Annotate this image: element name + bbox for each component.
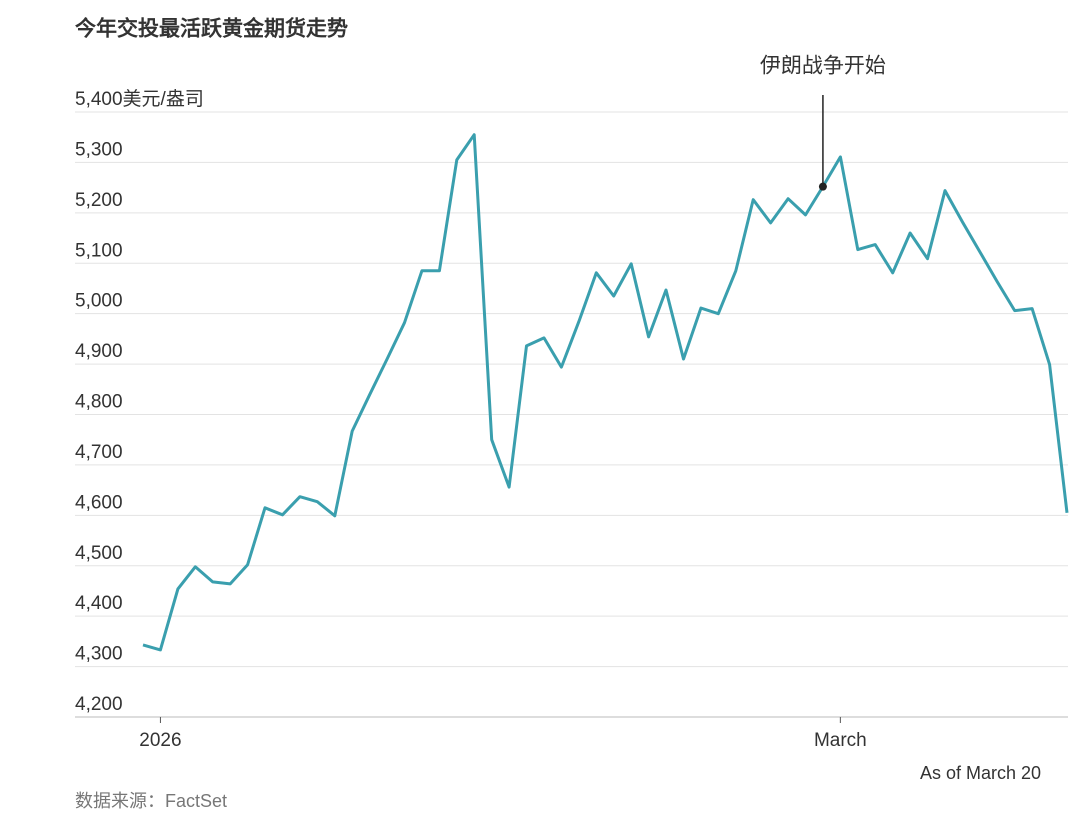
source: 数据来源：FactSet	[75, 791, 227, 811]
y-tick-label: 5,000	[75, 291, 123, 312]
y-tick-label: 4,900	[75, 341, 123, 362]
price-line	[142, 133, 1069, 652]
y-tick-label: 5,200	[75, 190, 123, 211]
y-tick-label: 5,100	[75, 240, 123, 261]
x-tick-label: March	[814, 730, 867, 751]
y-tick-label: 5,300	[75, 139, 123, 160]
x-tick-label: 2026	[139, 730, 181, 751]
y-tick-label: 4,400	[75, 593, 123, 614]
y-unit: 美元/盎司	[123, 88, 204, 110]
annotation-label: 伊朗战争开始	[760, 55, 886, 78]
note: As of March 20	[920, 763, 1041, 783]
y-tick-label: 4,800	[75, 392, 123, 413]
annotation-dot	[818, 182, 827, 191]
chart-title: 今年交投最活跃黄金期货走势	[75, 17, 348, 41]
y-tick-label: 4,700	[75, 442, 123, 463]
y-tick-label: 4,200	[75, 694, 123, 715]
y-tick-label: 5,400美元/盎司	[75, 88, 204, 110]
y-tick-label: 4,300	[75, 644, 123, 665]
y-tick-label: 4,600	[75, 492, 123, 513]
y-tick-label: 4,500	[75, 543, 123, 564]
